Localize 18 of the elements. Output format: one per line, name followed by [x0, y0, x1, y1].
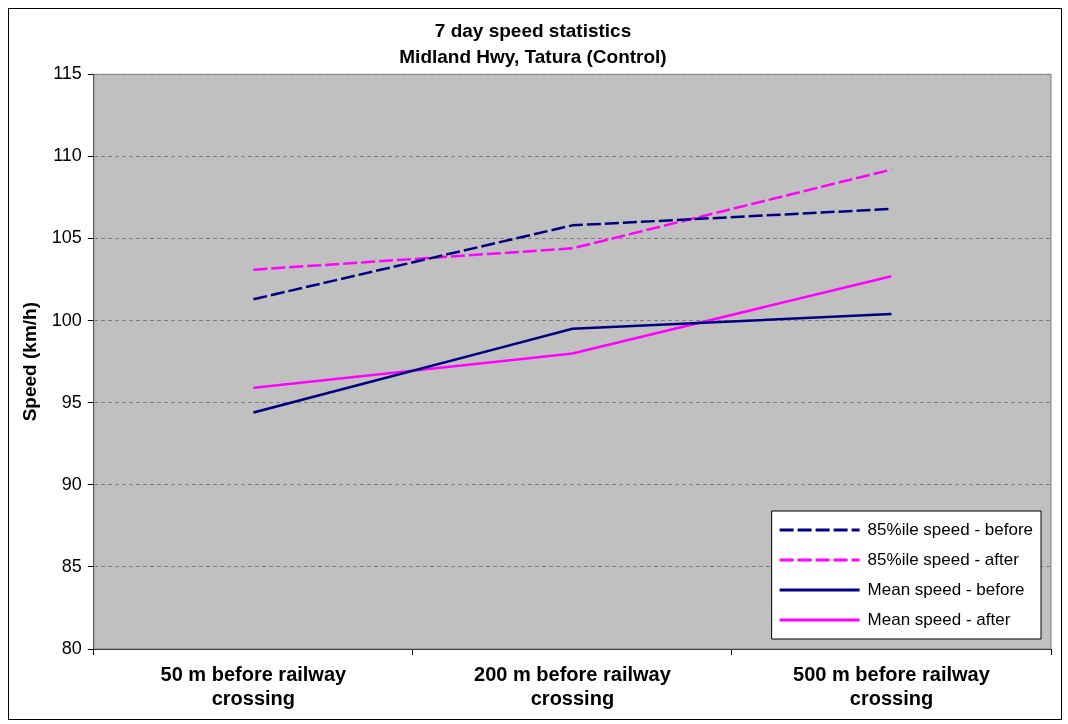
y-tick-label: 115 — [53, 63, 82, 84]
legend-label: 85%ile speed - before — [867, 519, 1034, 539]
y-tick-label: 95 — [61, 391, 82, 412]
legend-label: 85%ile speed - after — [867, 549, 1020, 569]
y-tick-label: 110 — [53, 145, 82, 166]
y-tick-label: 85 — [61, 555, 82, 576]
x-tick-label: 200 m before railway crossing — [474, 662, 672, 709]
chart-subtitle: Midland Hwy, Tatura (Control) — [399, 45, 667, 67]
x-tick-label: 500 m before railway crossing — [793, 662, 991, 709]
y-tick-label: 80 — [61, 637, 82, 658]
x-tick-label: 50 m before railway crossing — [160, 662, 348, 709]
legend-label: Mean speed - after — [867, 609, 1011, 629]
legend-label: Mean speed - before — [867, 579, 1025, 599]
y-axis-title: Speed (km/h) — [18, 301, 40, 422]
y-tick-label: 100 — [51, 309, 82, 330]
y-tick-label: 90 — [61, 473, 82, 494]
y-tick-label: 105 — [51, 227, 82, 248]
chart-title: 7 day speed statistics — [434, 20, 632, 42]
